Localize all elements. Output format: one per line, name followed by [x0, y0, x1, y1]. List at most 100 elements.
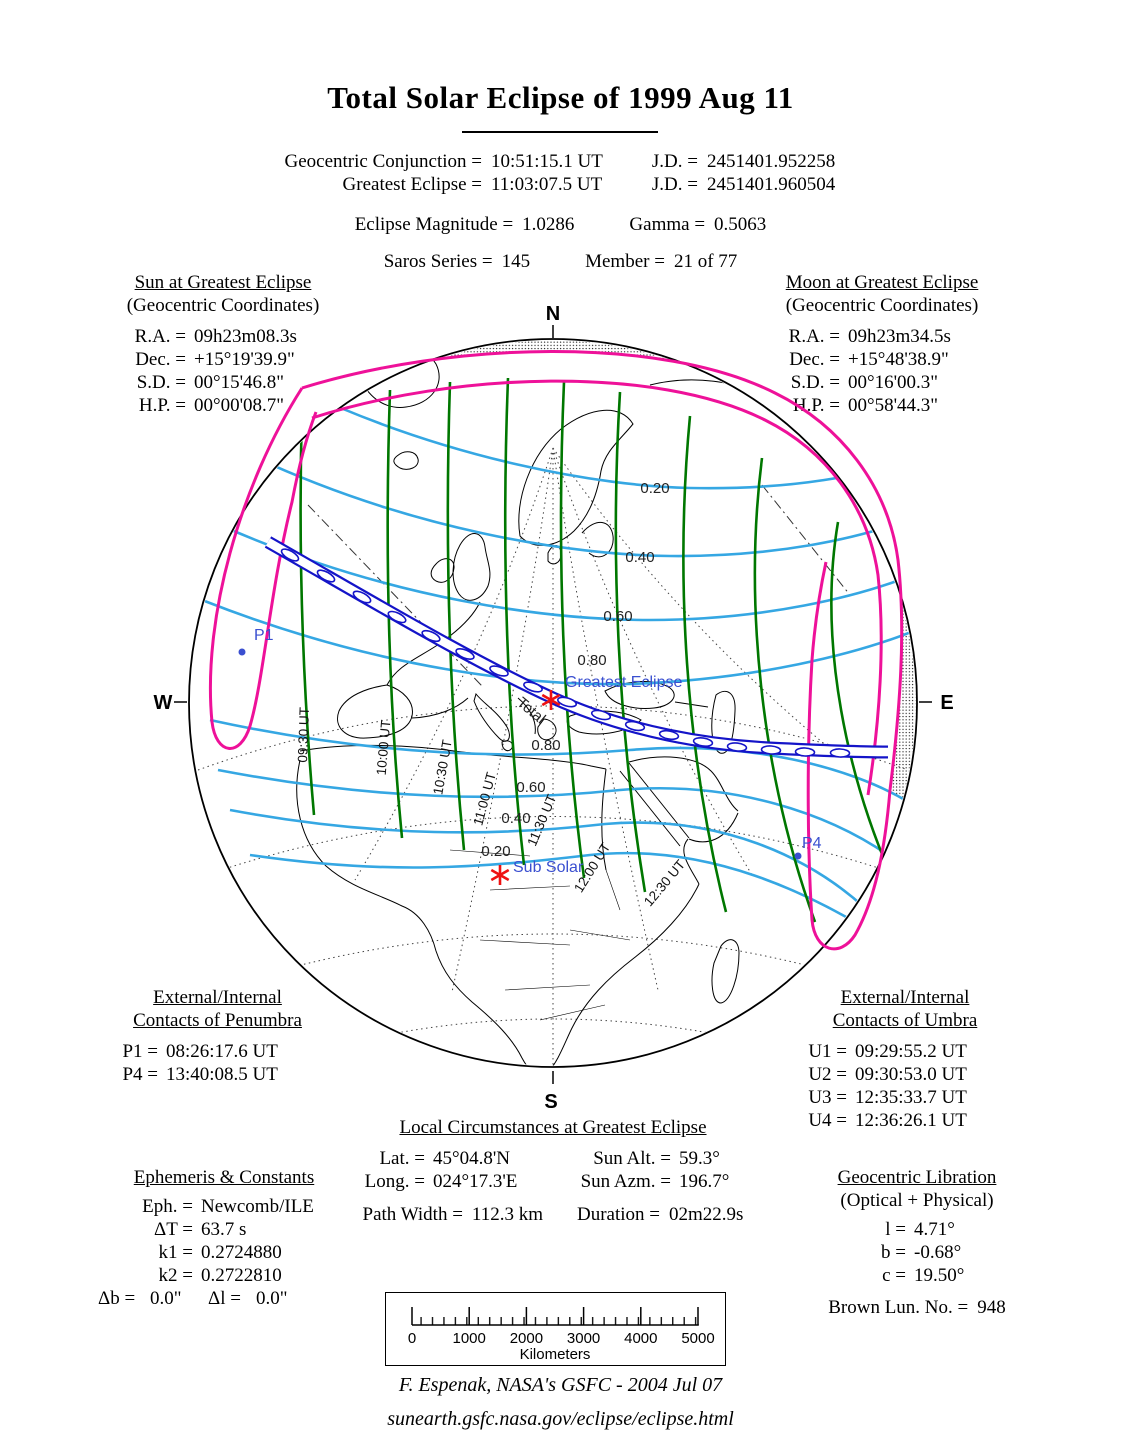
country-borders	[449, 849, 631, 1021]
delta-b-label: Δb =	[98, 1288, 136, 1309]
brown-lun-value: 948	[977, 1297, 1006, 1318]
path-width-value: 112.3 km	[471, 1204, 543, 1225]
compass-north-label: N	[546, 303, 560, 325]
umbra-title-1: External/Internal	[840, 987, 970, 1008]
ephemeris-title: Ephemeris & Constants	[133, 1167, 315, 1188]
u3-label: U3 =	[808, 1087, 847, 1108]
moon-hp-value: 00°58'44.3"	[848, 395, 939, 416]
mag-label-north-060: 0.60	[603, 608, 632, 625]
scale-ruler	[411, 1307, 699, 1326]
saros-line: Saros Series = 145 Member = 21 of 77	[0, 251, 1121, 273]
sun-hp-value: 00°00'08.7"	[194, 395, 285, 416]
mag-label-south-060: 0.60	[516, 779, 545, 796]
greatest-eclipse-marker	[541, 690, 561, 710]
u1-label: U1 =	[808, 1041, 847, 1062]
p1-value: 08:26:17.6 UT	[166, 1041, 278, 1062]
umbra-contacts-panel: External/Internal Contacts of Umbra U1 =…	[791, 986, 1019, 1132]
moon-panel-title: Moon at Greatest Eclipse	[785, 272, 979, 293]
sun-azm-value: 196.7°	[679, 1171, 730, 1192]
k2-value: 0.2722810	[201, 1265, 282, 1286]
magnitude-labels: 0.20 0.40 0.60 0.80 0.80 0.60 0.40 0.20	[481, 480, 669, 860]
source-url: sunearth.gsfc.nasa.gov/eclipse/eclipse.h…	[387, 1408, 734, 1430]
brown-lun-label: Brown Lun. No. =	[828, 1297, 969, 1318]
sun-sd-value: 00°15'46.8"	[194, 372, 285, 393]
conj-jd-value: 2451401.952258	[707, 151, 836, 172]
moon-panel-subtitle: (Geocentric Coordinates)	[785, 295, 979, 316]
mag-label-north-020: 0.20	[640, 480, 669, 497]
saros-label: Saros Series =	[383, 251, 493, 272]
compass-south-label: S	[544, 1091, 557, 1113]
sun-ra-label: R.A. =	[134, 326, 186, 347]
eph-label: Eph. =	[142, 1196, 193, 1217]
mag-label-north-080: 0.80	[577, 652, 606, 669]
delta-bl-row: Δb = 0.0" Δl = 0.0"	[98, 1287, 350, 1310]
libration-b-value: -0.68°	[914, 1242, 962, 1263]
conj-label: Geocentric Conjunction =	[284, 151, 483, 172]
scale-tick-2000: 2000	[510, 1330, 543, 1347]
member-label: Member =	[585, 251, 665, 272]
libration-l-label: l =	[885, 1219, 906, 1240]
ephemeris-panel: Ephemeris & Constants Eph. = Newcomb/ILE…	[98, 1166, 350, 1310]
moon-sd-label: S.D. =	[790, 372, 840, 393]
magnitude-line: Eclipse Magnitude = 1.0286 Gamma = 0.506…	[0, 214, 1121, 236]
ge-label: Greatest Eclipse =	[342, 174, 482, 195]
penumbra-contacts-panel: External/Internal Contacts of Penumbra P…	[100, 986, 335, 1086]
eph-value: Newcomb/ILE	[201, 1196, 314, 1217]
penumbra-title-2: Contacts of Penumbra	[133, 1010, 302, 1031]
sun-panel-subtitle: (Geocentric Coordinates)	[126, 295, 320, 316]
libration-subtitle: (Optical + Physical)	[840, 1190, 994, 1211]
libration-c-label: c =	[882, 1265, 906, 1286]
page-title: Total Solar Eclipse of 1999 Aug 11	[327, 80, 794, 115]
sun-alt-label: Sun Alt. =	[593, 1148, 671, 1169]
p4-value: 13:40:08.5 UT	[166, 1064, 278, 1085]
conj-value: 10:51:15.1 UT	[491, 151, 603, 172]
sun-azm-label: Sun Azm. =	[580, 1171, 671, 1192]
libration-c-value: 19.50°	[914, 1265, 965, 1286]
duration-label: Duration =	[577, 1204, 661, 1225]
mag-label-south-040: 0.40	[501, 810, 530, 827]
scale-tick-5000: 5000	[681, 1330, 714, 1347]
sun-dec-value: +15°19'39.9"	[194, 349, 295, 370]
time-label-0930: 09:30 UT	[295, 707, 312, 763]
member-value: 21 of 77	[673, 251, 738, 272]
ge-jd-value: 2451401.960504	[707, 174, 836, 195]
sun-panel: Sun at Greatest Eclipse (Geocentric Coor…	[108, 271, 338, 417]
delta-t-value: 63.7 s	[201, 1219, 247, 1240]
p1-label: P1 =	[122, 1041, 158, 1062]
mag-value: 1.0286	[522, 214, 575, 235]
delta-l-label: Δl =	[208, 1288, 241, 1309]
mag-label-south-020: 0.20	[481, 843, 510, 860]
gamma-value: 0.5063	[714, 214, 767, 235]
k2-label: k2 =	[158, 1265, 193, 1286]
conj-jd-label: J.D. =	[651, 151, 698, 172]
sub-solar-label: Sub Solar	[513, 859, 584, 876]
p4-label: P4 =	[122, 1064, 158, 1085]
scale-tick-3000: 3000	[567, 1330, 600, 1347]
moon-ra-label: R.A. =	[788, 326, 840, 347]
header-summary: Geocentric Conjunction = 10:51:15.1 UT J…	[258, 150, 858, 196]
mag-label-south-080: 0.80	[531, 737, 560, 754]
sun-alt-value: 59.3°	[679, 1148, 720, 1169]
penumbra-title-1: External/Internal	[153, 987, 282, 1008]
scale-tick-labels: 0 1000 2000 3000 4000 5000	[408, 1330, 715, 1347]
local-circumstances-panel: Local Circumstances at Greatest Eclipse …	[323, 1116, 783, 1226]
local-title: Local Circumstances at Greatest Eclipse	[399, 1117, 707, 1138]
ge-value: 11:03:07.5 UT	[491, 174, 603, 195]
libration-b-label: b =	[881, 1242, 906, 1263]
penumbra-limit-curves	[208, 350, 904, 951]
u1-value: 09:29:55.2 UT	[855, 1041, 967, 1062]
lat-value: 45°04.8'N	[433, 1148, 510, 1169]
k1-label: k1 =	[158, 1242, 193, 1263]
moon-panel: Moon at Greatest Eclipse (Geocentric Coo…	[762, 271, 1002, 417]
libration-title: Geocentric Libration	[837, 1167, 997, 1188]
u4-value: 12:36:26.1 UT	[855, 1110, 967, 1131]
lat-label: Lat. =	[379, 1148, 425, 1169]
greatest-eclipse-label: Greatest Eclipse	[565, 674, 682, 691]
sun-panel-title: Sun at Greatest Eclipse	[134, 272, 312, 293]
u2-label: U2 =	[808, 1064, 847, 1085]
time-contours	[299, 377, 904, 923]
scale-unit-label: Kilometers	[520, 1346, 591, 1362]
gamma-label: Gamma =	[629, 214, 706, 235]
umbra-ovals	[280, 548, 851, 758]
